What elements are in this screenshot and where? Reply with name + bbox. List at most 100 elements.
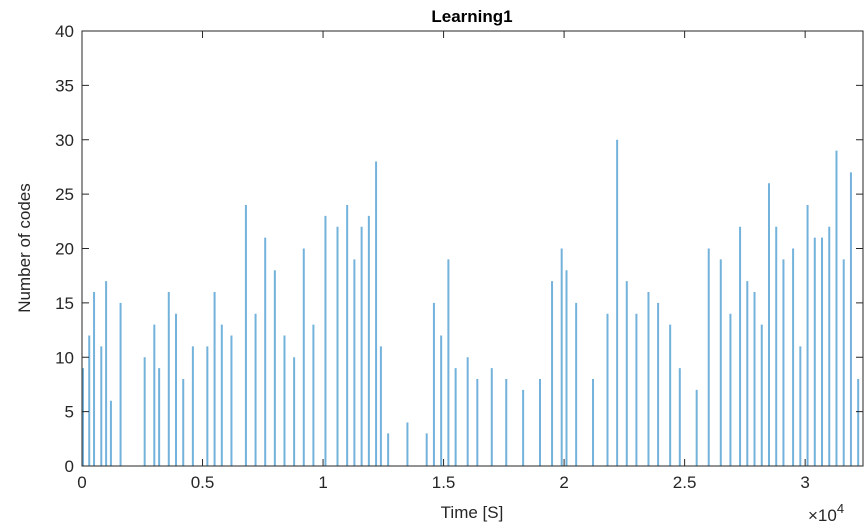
bar xyxy=(153,324,156,466)
bar xyxy=(336,226,339,466)
bar xyxy=(302,248,305,466)
bar xyxy=(88,335,91,466)
bar xyxy=(375,161,378,466)
bar xyxy=(346,205,349,466)
bar xyxy=(813,237,816,466)
bar xyxy=(592,379,595,466)
bar xyxy=(379,346,382,466)
bar xyxy=(175,313,178,466)
bar xyxy=(100,346,103,466)
bar xyxy=(657,302,660,466)
bar xyxy=(158,368,161,466)
bar xyxy=(82,368,84,466)
bar xyxy=(775,226,778,466)
y-tick-label: 25 xyxy=(55,185,74,204)
x-tick-label: 0 xyxy=(77,473,86,492)
x-tick-label: 2.5 xyxy=(673,473,697,492)
chart-title: Learning1 xyxy=(431,7,512,26)
bar xyxy=(387,433,390,466)
bar xyxy=(739,226,742,466)
bar xyxy=(606,313,609,466)
bar xyxy=(767,183,770,466)
x-exponent-power: 4 xyxy=(837,501,844,516)
y-axis: 0 5 10 15 20 25 30 35 40 xyxy=(55,22,863,476)
bar xyxy=(575,302,578,466)
bars-group xyxy=(82,139,860,466)
bar xyxy=(425,433,428,466)
bar xyxy=(440,335,443,466)
bar xyxy=(678,368,681,466)
bar xyxy=(828,226,831,466)
bar xyxy=(367,215,370,466)
bar xyxy=(560,248,563,466)
y-tick-label: 35 xyxy=(55,76,74,95)
bar xyxy=(625,281,628,466)
bar xyxy=(707,248,710,466)
bar xyxy=(273,270,276,466)
bar xyxy=(213,292,216,466)
bar xyxy=(143,357,146,466)
bar xyxy=(782,259,785,466)
bar xyxy=(220,324,223,466)
bar xyxy=(324,215,327,466)
x-axis: 0 0.5 1 1.5 2 2.5 3 xyxy=(77,31,810,492)
bar xyxy=(264,237,267,466)
bar xyxy=(669,324,672,466)
bar xyxy=(842,259,845,466)
y-tick-label: 0 xyxy=(65,457,74,476)
bar xyxy=(490,368,493,466)
x-tick-label: 0.5 xyxy=(191,473,215,492)
bar xyxy=(109,400,112,466)
bar xyxy=(447,259,450,466)
plot-area-box xyxy=(81,30,864,467)
bar xyxy=(635,313,638,466)
bar xyxy=(466,357,469,466)
bar xyxy=(522,389,525,466)
bar xyxy=(565,270,568,466)
bar xyxy=(538,379,541,466)
y-tick-label: 20 xyxy=(55,240,74,259)
x-tick-label: 3 xyxy=(800,473,809,492)
bar xyxy=(293,357,296,466)
bar xyxy=(182,379,185,466)
bar xyxy=(729,313,732,466)
bar xyxy=(312,324,315,466)
bar xyxy=(821,237,824,466)
x-tick-label: 2 xyxy=(559,473,568,492)
bar xyxy=(244,205,247,466)
bar xyxy=(505,379,508,466)
bar xyxy=(191,346,194,466)
bar xyxy=(719,259,722,466)
x-exponent-base: ×10 xyxy=(808,506,837,525)
y-axis-label: Number of codes xyxy=(15,183,34,312)
bar xyxy=(454,368,457,466)
bar xyxy=(432,302,435,466)
bar xyxy=(753,292,756,466)
bar xyxy=(353,259,356,466)
x-axis-exponent: ×104 xyxy=(808,501,844,525)
bar xyxy=(835,150,838,466)
bar xyxy=(476,379,479,466)
bar xyxy=(206,346,209,466)
bar xyxy=(167,292,170,466)
bar xyxy=(806,205,809,466)
bar xyxy=(799,346,802,466)
bar xyxy=(230,335,233,466)
bar xyxy=(93,292,96,466)
y-tick-label: 30 xyxy=(55,131,74,150)
bar xyxy=(105,281,108,466)
bar xyxy=(283,335,286,466)
y-tick-label: 10 xyxy=(55,348,74,367)
bar xyxy=(616,139,619,466)
bar xyxy=(360,226,363,466)
y-tick-label: 5 xyxy=(65,403,74,422)
bar xyxy=(119,302,122,466)
bar xyxy=(406,422,409,466)
y-tick-label: 15 xyxy=(55,294,74,313)
bar xyxy=(792,248,795,466)
bar xyxy=(760,324,763,466)
x-tick-label: 1 xyxy=(318,473,327,492)
x-axis-label: Time [S] xyxy=(441,503,504,522)
bar xyxy=(746,281,749,466)
